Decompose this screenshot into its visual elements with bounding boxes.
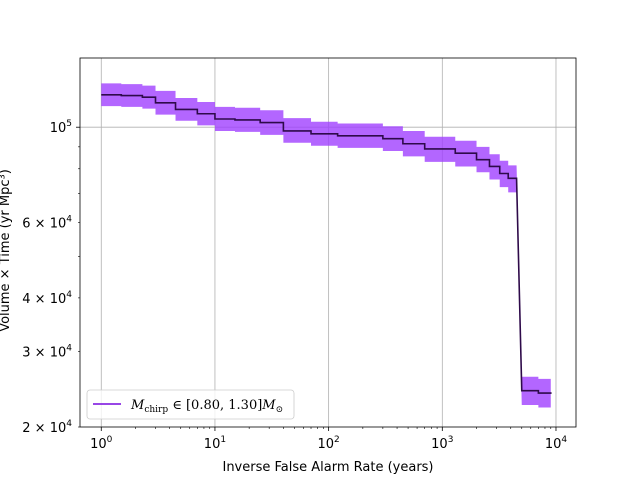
series-line-group bbox=[101, 94, 552, 394]
legend-label: Mchirp ∈ [0.80, 1.30]M⊙ bbox=[130, 398, 283, 415]
x-tick-label: 100 bbox=[90, 435, 113, 452]
x-tick-label: 102 bbox=[317, 435, 339, 452]
y-axis-label: Volume × Time (yr Mpc³) bbox=[0, 169, 13, 332]
y-tick-label: 2 × 104 bbox=[22, 419, 72, 436]
x-tick-label: 104 bbox=[545, 435, 568, 452]
legend-box bbox=[86, 389, 295, 420]
x-tick-label: 103 bbox=[431, 435, 453, 452]
y-tick-label: 4 × 104 bbox=[22, 290, 72, 307]
x-axis-label: Inverse False Alarm Rate (years) bbox=[222, 460, 433, 475]
ticks: 100 101 102 103 104 105 6 × 104 4 × 104 3 × 104 2… bbox=[22, 119, 567, 452]
plot-frame bbox=[79, 57, 577, 428]
x-tick-label: 101 bbox=[204, 435, 226, 452]
y-tick-label: 3 × 104 bbox=[22, 343, 72, 360]
y-tick-label: 6 × 104 bbox=[22, 214, 72, 231]
y-tick-label: 105 bbox=[50, 119, 72, 136]
legend: Mchirp ∈ [0.80, 1.30]M⊙ bbox=[86, 389, 295, 420]
